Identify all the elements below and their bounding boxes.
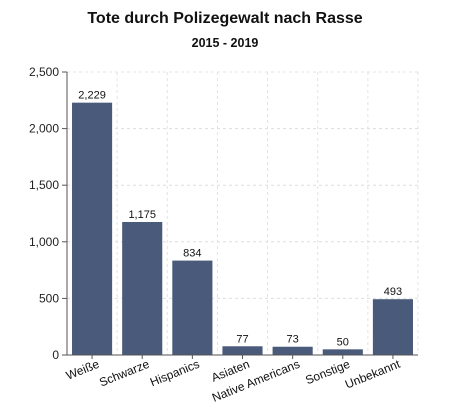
bar	[222, 346, 263, 355]
category-label: Schwarze	[97, 357, 151, 390]
data-label: 2,229	[78, 90, 106, 102]
grid-lines	[67, 71, 419, 355]
axes	[62, 71, 418, 359]
chart-title: Tote durch Polizegewalt nach Rasse	[87, 10, 363, 27]
data-label: 73	[287, 334, 299, 346]
data-label: 1,175	[128, 209, 156, 221]
bar	[172, 260, 213, 355]
y-tick-label: 1,500	[29, 178, 59, 192]
data-label: 493	[384, 286, 402, 298]
data-label: 834	[183, 248, 201, 260]
y-tick-label: 2,000	[29, 122, 59, 136]
y-tick-label: 0	[52, 348, 59, 362]
chart-subtitle: 2015 - 2019	[191, 36, 259, 50]
bar	[322, 349, 363, 355]
bar	[122, 221, 163, 355]
data-label: 77	[236, 333, 248, 345]
category-label: Weiße	[64, 357, 101, 383]
bar	[372, 299, 413, 355]
category-label: Hispanics	[148, 357, 201, 389]
category-label: Unbekannt	[343, 357, 403, 392]
bars	[72, 102, 413, 355]
bar	[272, 346, 313, 355]
y-tick-label: 1,000	[29, 235, 59, 249]
y-tick-label: 500	[39, 291, 59, 305]
bar	[72, 102, 113, 355]
y-tick-label: 2,500	[29, 65, 59, 79]
data-label: 50	[337, 336, 349, 348]
